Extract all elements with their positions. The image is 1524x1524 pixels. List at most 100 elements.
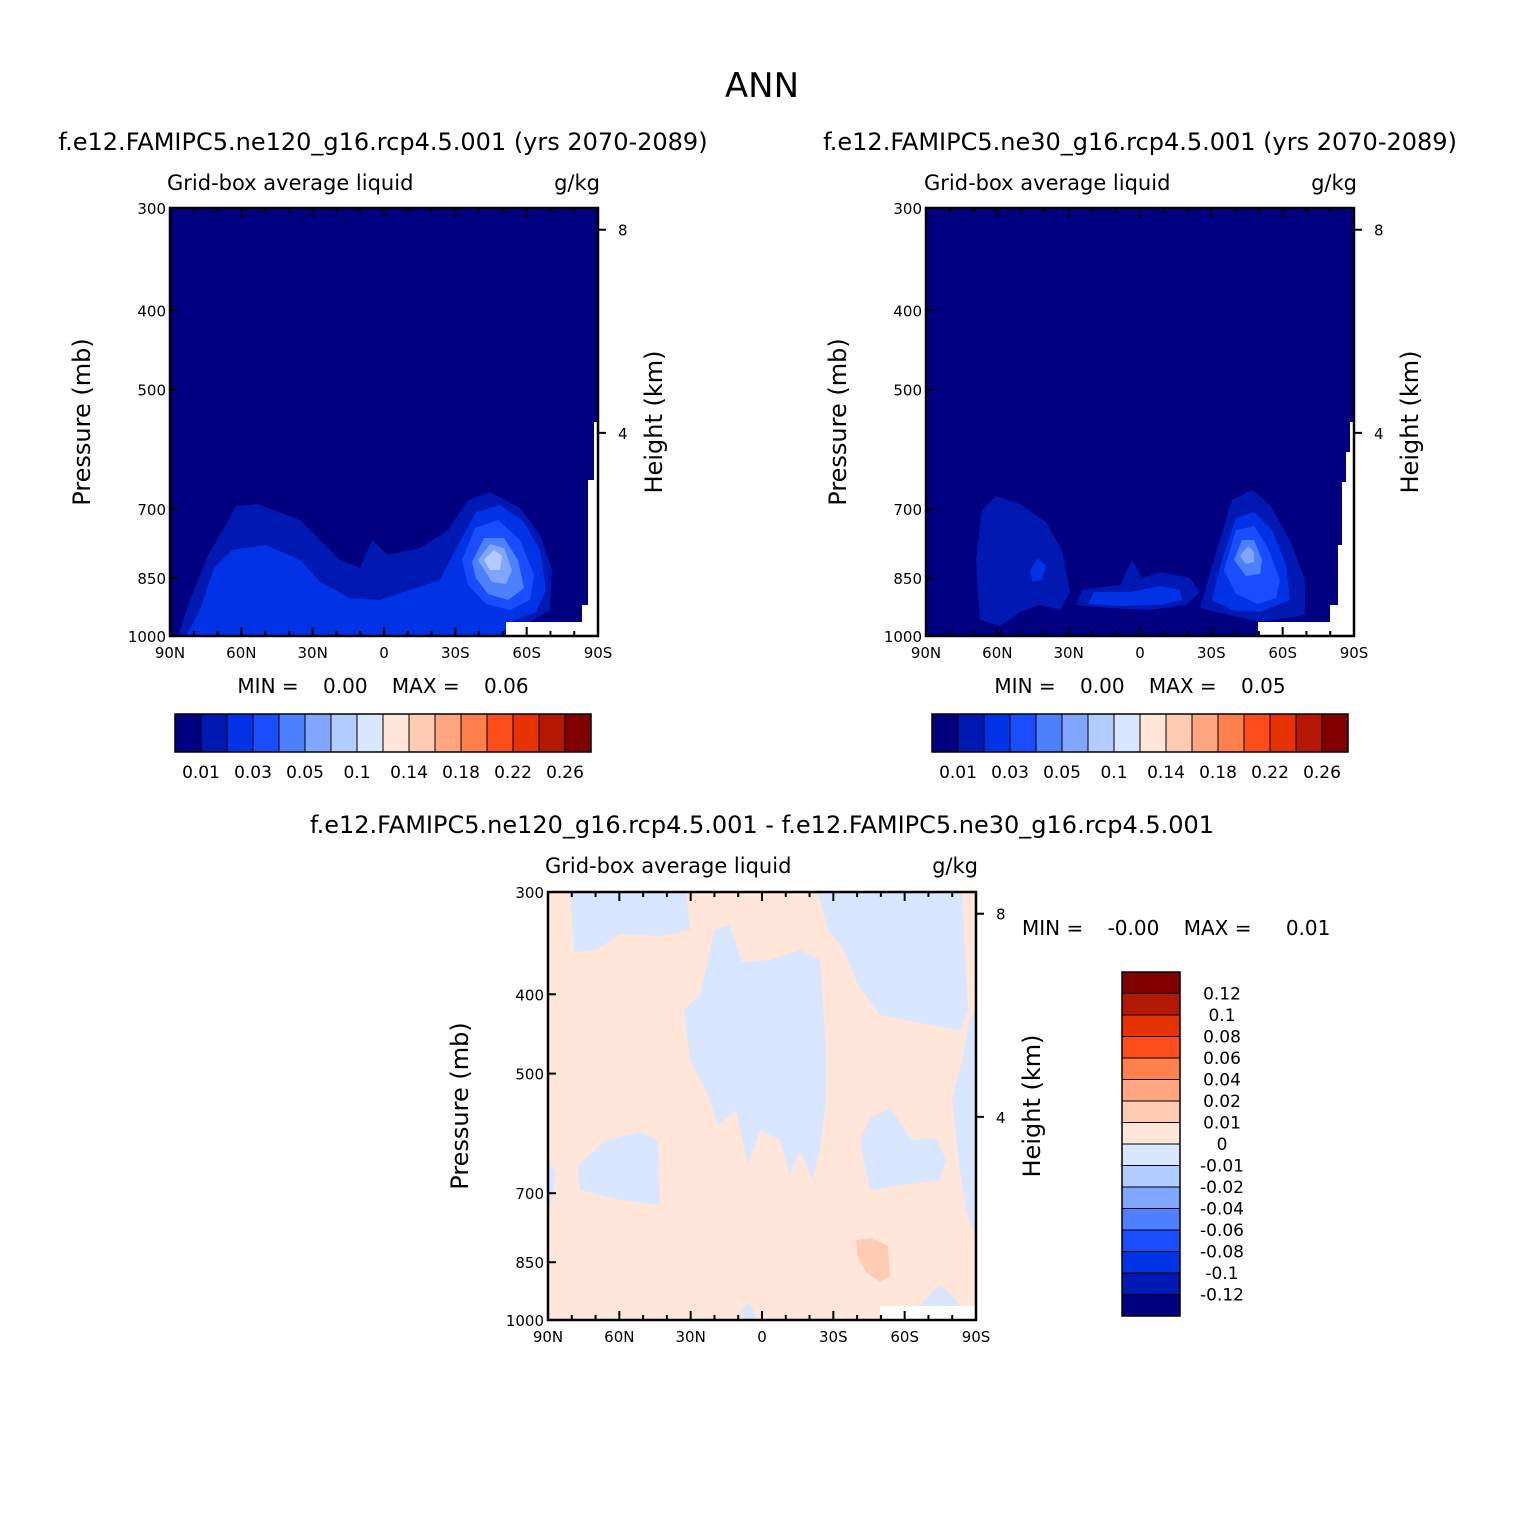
- x-tick-label: 60S: [1268, 644, 1297, 662]
- contour-negative-equator-surface: [742, 1302, 756, 1320]
- y-axis-label: Pressure (mb): [68, 338, 96, 505]
- colorbar-label: -0.08: [1200, 1243, 1244, 1263]
- colorbar-label: 0.14: [390, 763, 428, 783]
- colorbar-box: [304, 713, 332, 753]
- colorbar-label: 0.06: [1203, 1049, 1241, 1069]
- plot-area: [170, 208, 598, 636]
- x-tick-label: 30S: [441, 644, 470, 662]
- colorbar-label: 0.14: [1147, 763, 1185, 783]
- colorbar-box: [538, 713, 566, 753]
- y2-axis-label: Height (km): [1018, 1035, 1046, 1178]
- colorbar-label: 0.1: [343, 763, 370, 783]
- colorbar-label: 0.03: [991, 763, 1029, 783]
- colorbar-label: 0.26: [546, 763, 584, 783]
- x-tick-label: 90S: [1340, 644, 1369, 662]
- y-tick-label: 300: [515, 884, 544, 902]
- x-tick-label: 60N: [604, 1328, 634, 1346]
- colorbar-label: 0.05: [1043, 763, 1081, 783]
- y2-tick-label: 4: [996, 1109, 1006, 1127]
- colorbar-vertical: 0.120.10.080.060.040.020.010-0.01-0.02-0…: [1121, 971, 1244, 1317]
- contour-negative-tropics-column: [684, 925, 826, 1180]
- colorbar-label: -0.06: [1200, 1221, 1244, 1241]
- colorbar-box: [1061, 713, 1089, 753]
- stats-readout: MIN = 0.00 MAX = 0.06: [237, 674, 528, 698]
- missing-data-region: [506, 422, 598, 636]
- colorbar-box: [512, 713, 540, 753]
- units-label: g/kg: [554, 171, 600, 195]
- contour-negative-north-mid: [578, 1132, 660, 1205]
- colorbar-box: [1217, 713, 1245, 753]
- colorbar-box: [564, 713, 592, 753]
- field-label: Grid-box average liquid: [545, 854, 791, 878]
- colorbar-box: [1121, 1208, 1181, 1231]
- colorbar-box: [1121, 1186, 1181, 1209]
- y-tick-label: 500: [893, 382, 922, 400]
- y2-tick-label: 4: [618, 425, 628, 443]
- y-tick-label: 700: [893, 501, 922, 519]
- contour-positive-0.01: [856, 1238, 890, 1282]
- x-tick-label: 30S: [819, 1328, 848, 1346]
- colorbar-label: 0.05: [286, 763, 324, 783]
- colorbar-box: [200, 713, 228, 753]
- x-tick-label: 90N: [155, 644, 185, 662]
- page-title: ANN: [725, 66, 799, 106]
- colorbar-box: [1121, 1165, 1181, 1188]
- colorbar-box: [1321, 713, 1349, 753]
- colorbar-box: [356, 713, 384, 753]
- y-tick-label: 1000: [506, 1312, 544, 1330]
- colorbar-label: 0.1: [1100, 763, 1127, 783]
- colorbar-box: [1121, 1251, 1181, 1274]
- colorbar-box: [1121, 1079, 1181, 1102]
- y-tick-label: 1000: [128, 628, 166, 646]
- colorbar-box: [330, 713, 358, 753]
- colorbar-box: [460, 713, 488, 753]
- x-tick-label: 30N: [1054, 644, 1084, 662]
- colorbar-label: -0.12: [1200, 1286, 1244, 1306]
- colorbar-box: [1295, 713, 1323, 753]
- contour-negative-south-mid: [860, 1108, 946, 1190]
- contour-negative-south-edge: [952, 1010, 976, 1240]
- colorbar-box: [1087, 713, 1115, 753]
- colorbar-box: [1121, 1122, 1181, 1145]
- y2-axis-label: Height (km): [1396, 351, 1424, 494]
- x-tick-label: 0: [379, 644, 389, 662]
- x-tick-label: 90N: [911, 644, 941, 662]
- x-tick-label: 60N: [982, 644, 1012, 662]
- contour-negative-north-top: [570, 892, 690, 952]
- colorbar-box: [1113, 713, 1141, 753]
- colorbar-box: [1035, 713, 1063, 753]
- colorbar-label: -0.02: [1200, 1178, 1244, 1198]
- colorbar-label: 0.1: [1208, 1006, 1235, 1026]
- colorbar-box: [1121, 1057, 1181, 1080]
- colorbar-frame: [931, 713, 1349, 753]
- panel-ne120: f.e12.FAMIPC5.ne120_g16.rcp4.5.001 (yrs …: [58, 128, 707, 783]
- missing-data-region: [1258, 422, 1354, 636]
- panel-title: f.e12.FAMIPC5.ne30_g16.rcp4.5.001 (yrs 2…: [823, 128, 1457, 156]
- colorbar: 0.01 0.03 0.05 0.1 0.14 0.18 0.22 0.26: [174, 713, 592, 783]
- stats-readout: MIN = -0.00 MAX = 0.01: [1022, 916, 1330, 940]
- colorbar-label: 0.22: [494, 763, 532, 783]
- colorbar-box: [1121, 1014, 1181, 1037]
- stats-readout: MIN = 0.00 MAX = 0.05: [994, 674, 1285, 698]
- colorbar-box: [1121, 1100, 1181, 1123]
- units-label: g/kg: [1311, 171, 1357, 195]
- colorbar-label: 0.22: [1251, 763, 1289, 783]
- x-tick-label: 90N: [533, 1328, 563, 1346]
- panel-title: f.e12.FAMIPC5.ne120_g16.rcp4.5.001 (yrs …: [58, 128, 707, 156]
- colorbar-box: [1121, 993, 1181, 1016]
- y-tick-label: 400: [893, 302, 922, 320]
- colorbar-box: [1121, 1294, 1181, 1317]
- x-tick-label: 60S: [890, 1328, 919, 1346]
- contour-level-0.05: [1240, 546, 1254, 564]
- y-tick-label: 400: [515, 986, 544, 1004]
- colorbar-label: 0.12: [1203, 985, 1241, 1005]
- colorbar-box: [278, 713, 306, 753]
- colorbar-label: 0.04: [1203, 1071, 1241, 1091]
- colorbar-box: [1139, 713, 1167, 753]
- colorbar-box: [226, 713, 254, 753]
- colorbar-box: [1121, 1143, 1181, 1166]
- colorbar-label: 0.01: [182, 763, 220, 783]
- y-tick-label: 500: [137, 382, 166, 400]
- y-tick-label: 300: [893, 200, 922, 218]
- colorbar-box: [1243, 713, 1271, 753]
